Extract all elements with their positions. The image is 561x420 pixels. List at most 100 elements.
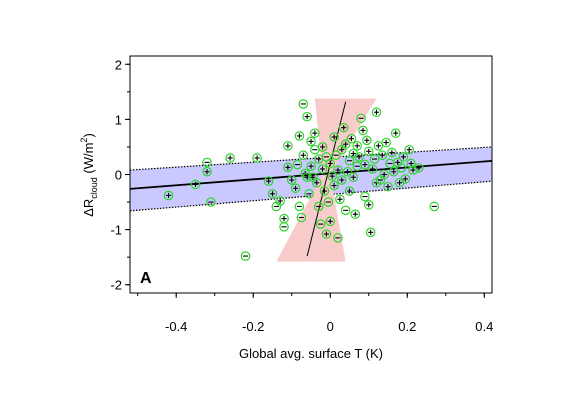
point-marker	[348, 148, 359, 159]
data-point	[252, 153, 262, 163]
data-point	[292, 159, 303, 170]
point-marker	[363, 146, 374, 157]
point-marker	[362, 135, 372, 146]
point-marker	[202, 166, 212, 177]
data-point	[317, 164, 328, 174]
data-point	[390, 128, 401, 138]
data-point	[279, 222, 289, 232]
data-point	[362, 135, 372, 146]
point-marker	[371, 107, 382, 118]
point-marker	[298, 150, 309, 161]
data-point	[327, 171, 337, 181]
point-marker	[329, 180, 339, 191]
y-tick-label: 1	[115, 112, 122, 127]
point-marker	[267, 188, 278, 199]
data-point	[398, 152, 409, 162]
y-tick-label: -2	[110, 278, 122, 293]
blue-band-upper-edge	[129, 146, 493, 171]
point-marker	[429, 201, 440, 212]
data-point	[354, 152, 364, 162]
point-marker	[340, 205, 351, 216]
data-point	[313, 201, 324, 212]
data-point	[387, 147, 397, 158]
y-axis-label-prefix: ΔR	[81, 199, 96, 217]
point-marker	[163, 190, 174, 201]
data-point	[315, 219, 326, 229]
y-tick-label: 0	[115, 168, 122, 183]
data-point	[333, 165, 343, 175]
point-marker	[296, 212, 307, 223]
point-marker	[381, 137, 391, 148]
point-marker	[206, 197, 216, 207]
y-axis-ticks: -2 -1 0 1 2	[110, 57, 130, 293]
data-point	[298, 150, 309, 161]
point-marker	[379, 169, 389, 180]
point-marker	[327, 171, 337, 181]
data-point	[346, 133, 357, 144]
data-point	[304, 188, 314, 199]
point-marker	[315, 219, 326, 229]
point-marker	[360, 159, 370, 170]
y-tick-label: 2	[115, 57, 122, 72]
point-marker	[323, 197, 334, 207]
point-marker	[279, 222, 289, 232]
point-marker	[317, 142, 328, 152]
data-point	[340, 139, 351, 149]
data-point	[311, 177, 322, 188]
data-point	[302, 111, 312, 122]
y-tick-label: -1	[110, 223, 122, 238]
data-point	[323, 197, 334, 207]
data-point	[337, 175, 347, 185]
data-point	[296, 212, 307, 223]
data-point	[363, 200, 374, 210]
point-marker	[290, 183, 301, 194]
data-point	[367, 164, 378, 174]
point-marker	[408, 165, 418, 175]
point-marker	[363, 200, 374, 210]
point-marker	[365, 227, 376, 238]
data-point	[163, 190, 174, 201]
point-marker	[275, 196, 285, 206]
point-marker	[338, 122, 349, 133]
data-point	[371, 107, 382, 118]
data-point	[263, 176, 274, 186]
point-marker	[252, 153, 262, 163]
y-axis-label-subscript: cloud	[89, 177, 99, 199]
point-marker	[354, 152, 364, 162]
point-marker	[348, 172, 359, 183]
point-marker	[344, 186, 355, 196]
point-marker	[325, 158, 336, 169]
data-point	[206, 197, 216, 207]
data-point	[379, 169, 389, 180]
x-axis-ticks: -0.4 -0.2 0 0.2 0.4	[137, 293, 493, 334]
point-marker	[225, 153, 235, 163]
x-axis-label: Global avg. surface T (K)	[239, 346, 383, 361]
y-axis-label: ΔRcloud (W/m2)	[79, 133, 99, 217]
point-marker	[406, 158, 416, 169]
data-point	[325, 158, 336, 169]
point-marker	[388, 166, 399, 177]
panel-label: A	[140, 270, 152, 287]
point-marker	[337, 175, 347, 185]
point-marker	[321, 229, 332, 239]
point-marker	[396, 163, 407, 173]
point-marker	[306, 161, 316, 172]
point-marker	[358, 125, 368, 136]
point-marker	[292, 159, 303, 170]
data-point	[344, 186, 355, 196]
data-point	[286, 175, 297, 185]
data-point	[340, 205, 351, 216]
point-marker	[302, 111, 312, 122]
data-point	[414, 163, 424, 173]
data-point	[310, 128, 320, 138]
point-marker	[333, 165, 343, 175]
data-point	[377, 150, 388, 161]
point-marker	[202, 157, 212, 168]
blue-band-lower-edge	[129, 180, 493, 212]
point-marker	[283, 162, 293, 173]
data-point	[342, 166, 353, 177]
point-marker	[331, 150, 341, 161]
data-point	[404, 144, 415, 155]
point-marker	[383, 181, 393, 192]
